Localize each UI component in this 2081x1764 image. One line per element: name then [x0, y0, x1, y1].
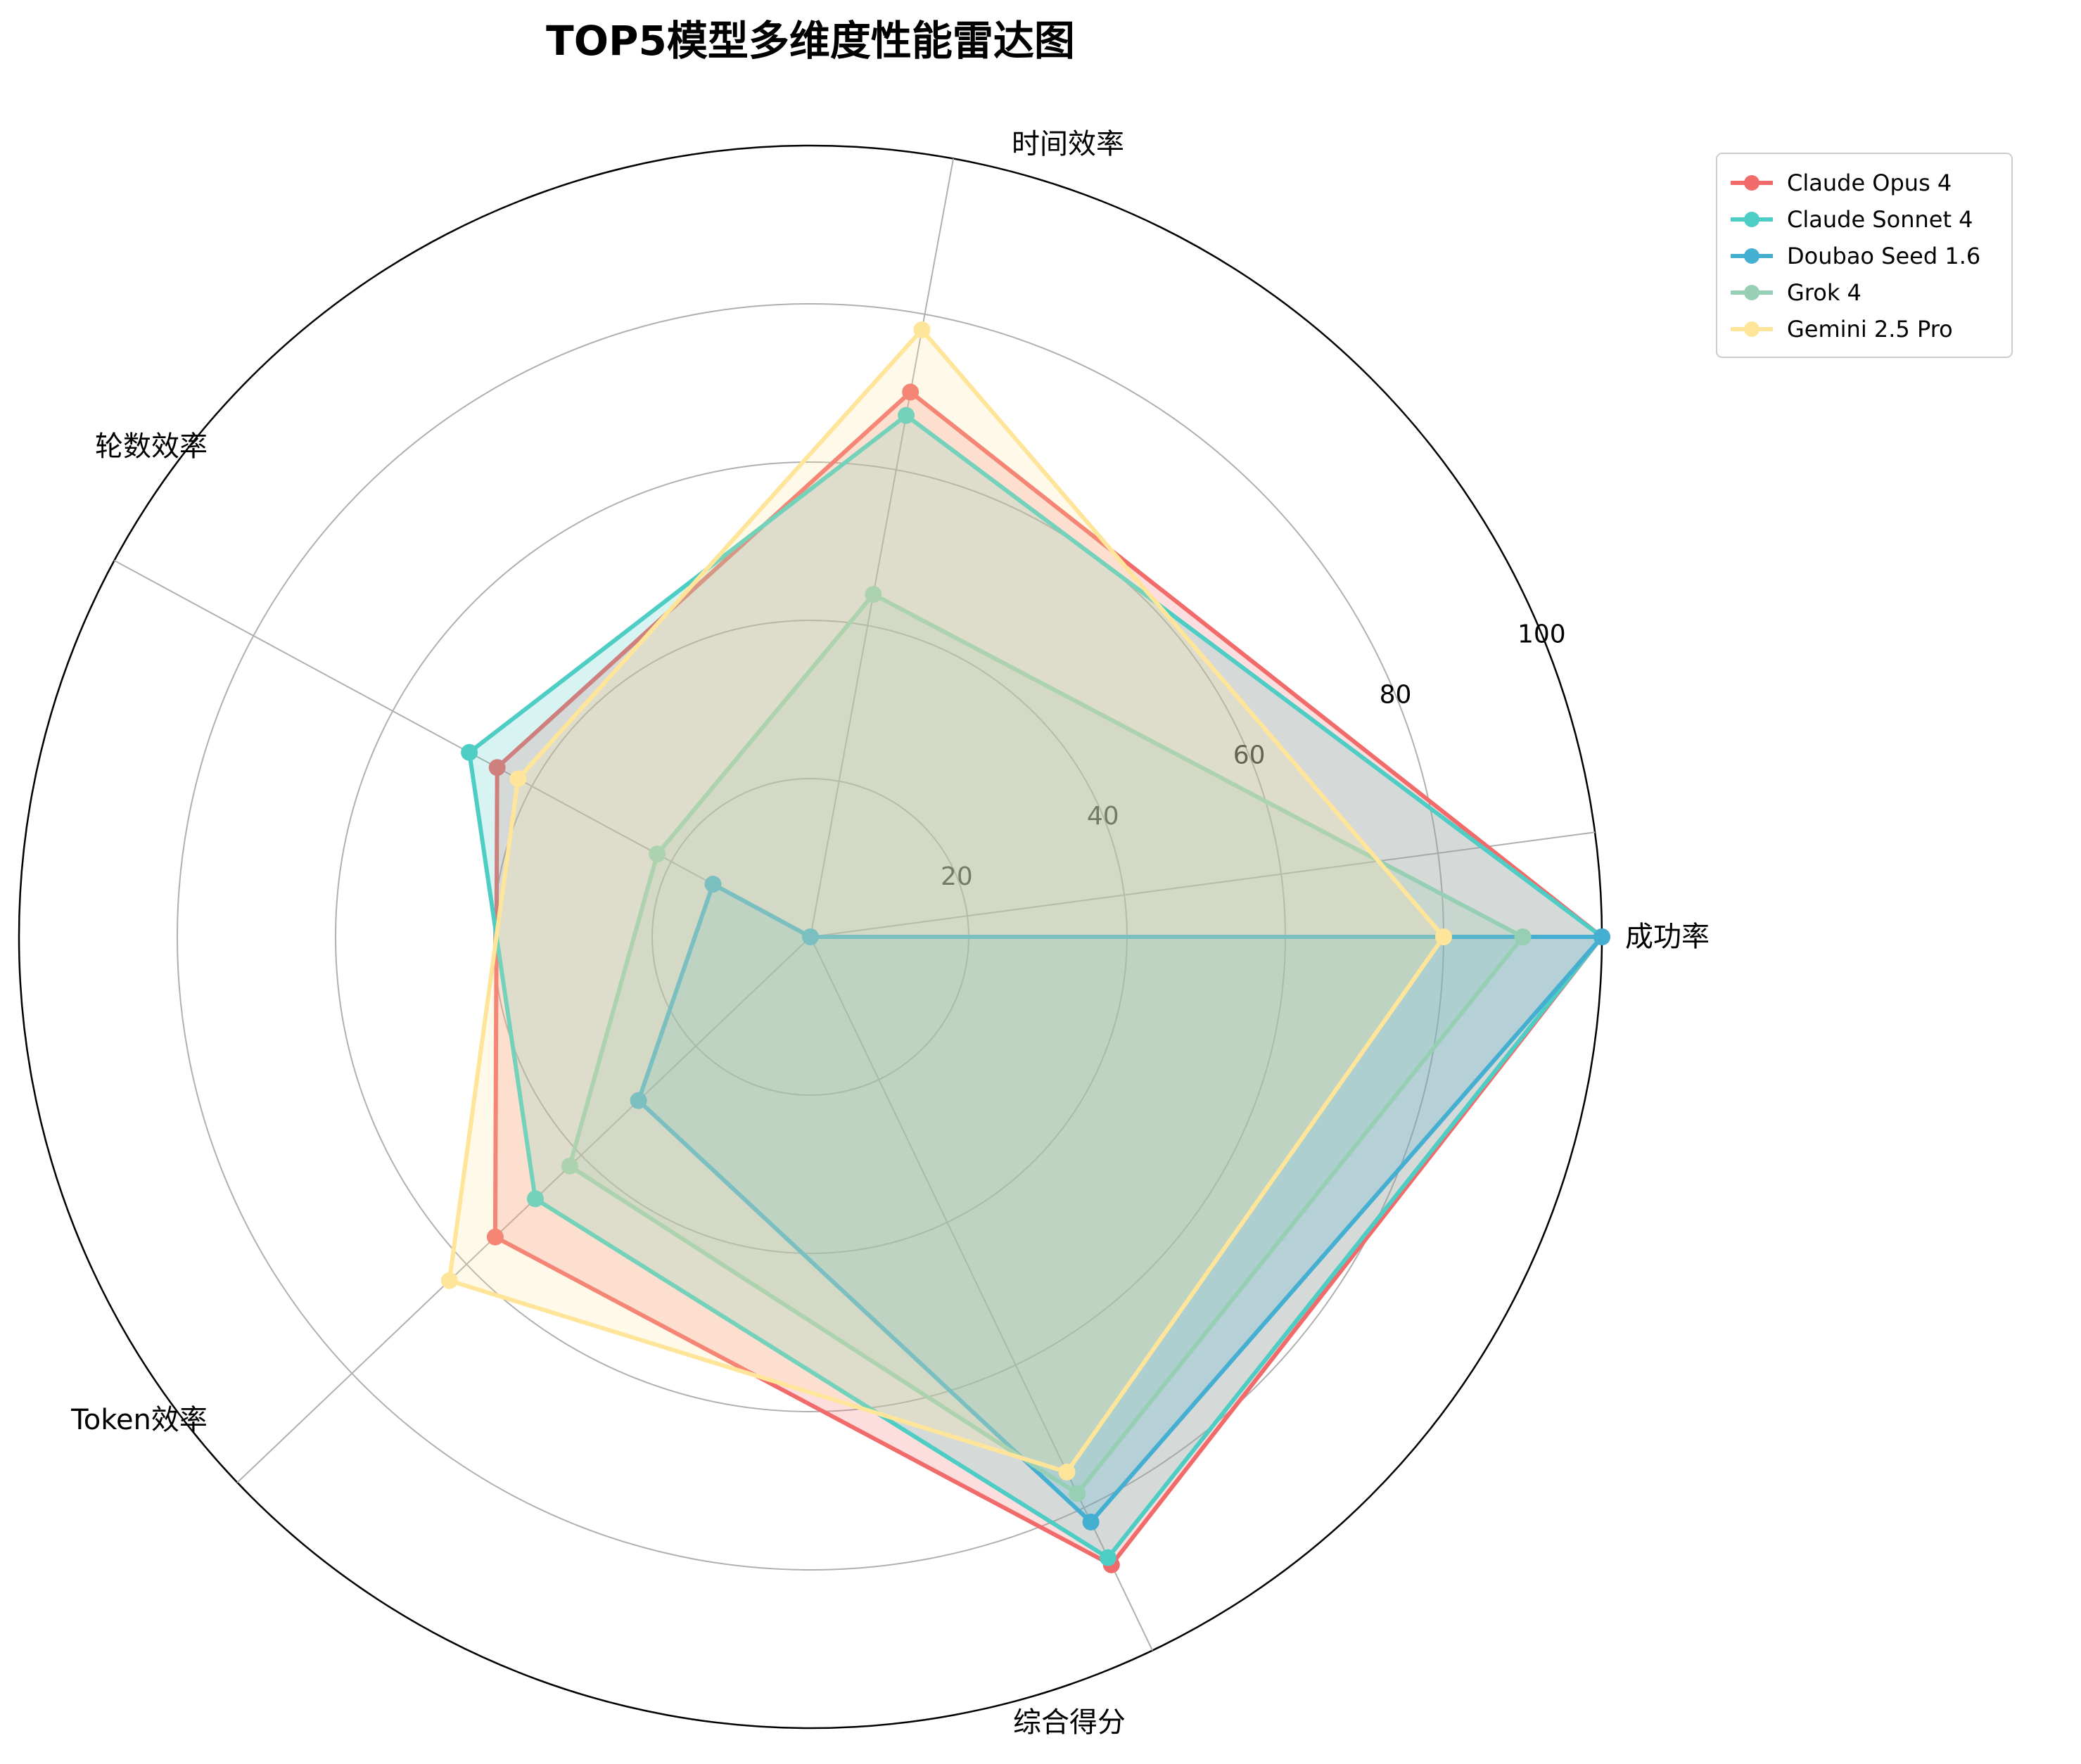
axis-label: 成功率 [1625, 921, 1710, 953]
axis-label: Token效率 [70, 1404, 208, 1436]
series-point-1-2 [461, 743, 478, 761]
series-line-3 [567, 592, 1525, 1496]
legend-label: Doubao Seed 1.6 [1787, 243, 1980, 269]
radar-series [440, 321, 1610, 1573]
chart-title: TOP5模型多维度性能雷达图 [546, 17, 1075, 65]
grid-spoke [236, 936, 811, 1483]
axis-label: 综合得分 [1013, 1706, 1126, 1739]
series-point-1-3 [526, 1190, 544, 1208]
series-point-2-0 [1593, 928, 1610, 945]
legend-swatch-marker [1744, 285, 1759, 300]
series-point-2-2 [704, 876, 722, 893]
series-area-1 [469, 415, 1602, 1558]
series-point-1-4 [1099, 1549, 1116, 1566]
legend-label: Claude Opus 4 [1787, 170, 1952, 196]
series-area-2 [638, 884, 1602, 1522]
grid-spoke [810, 936, 1153, 1651]
series-area-0 [495, 392, 1602, 1565]
series-point-4-2 [509, 770, 527, 788]
legend-swatch-marker [1744, 248, 1759, 264]
series-point-2-3 [630, 1092, 647, 1109]
series-point-3-1 [865, 586, 882, 603]
legend-swatch-marker [1744, 175, 1759, 191]
r-tick-label: 80 [1380, 681, 1412, 710]
series-point-3-2 [649, 845, 666, 863]
legend-label: Gemini 2.5 Pro [1787, 316, 1953, 343]
series-point-4-3 [440, 1272, 458, 1289]
series-point-3-3 [561, 1157, 578, 1175]
legend-swatch-marker [1744, 321, 1759, 337]
series-point-0-3 [486, 1228, 504, 1246]
series-line-2 [636, 882, 1604, 1524]
series-point-2-1 [802, 928, 819, 945]
series-point-4-1 [913, 321, 931, 338]
axis-label: 轮数效率 [95, 430, 208, 463]
grid-spoke [810, 158, 955, 938]
axis-label: 时间效率 [1012, 128, 1124, 160]
legend-label: Grok 4 [1787, 279, 1862, 306]
series-area-4 [449, 329, 1444, 1472]
series-point-0-1 [902, 383, 919, 401]
series-point-3-4 [1069, 1485, 1086, 1502]
series-point-4-4 [1058, 1463, 1076, 1481]
r-tick-label: 100 [1517, 620, 1566, 648]
legend-swatch-marker [1744, 212, 1759, 227]
legend: Claude Opus 4 Claude Sonnet 4 Doubao Seed … [1716, 153, 2013, 358]
series-area-3 [569, 594, 1523, 1494]
grid-spoke [810, 831, 1596, 938]
legend-box [1716, 153, 2013, 358]
series-line-0 [492, 390, 1604, 1567]
legend-label: Claude Sonnet 4 [1787, 206, 1973, 233]
r-tick-label: 60 [1233, 741, 1266, 770]
r-tick-label: 40 [1087, 802, 1119, 831]
series-point-2-4 [1082, 1513, 1100, 1530]
series-point-0-2 [488, 759, 506, 776]
series-point-3-0 [1514, 928, 1532, 945]
series-point-4-0 [1435, 928, 1452, 945]
series-point-1-1 [898, 407, 915, 424]
series-line-1 [467, 413, 1604, 1560]
r-tick-label: 20 [941, 862, 973, 891]
series-line-4 [447, 327, 1446, 1474]
